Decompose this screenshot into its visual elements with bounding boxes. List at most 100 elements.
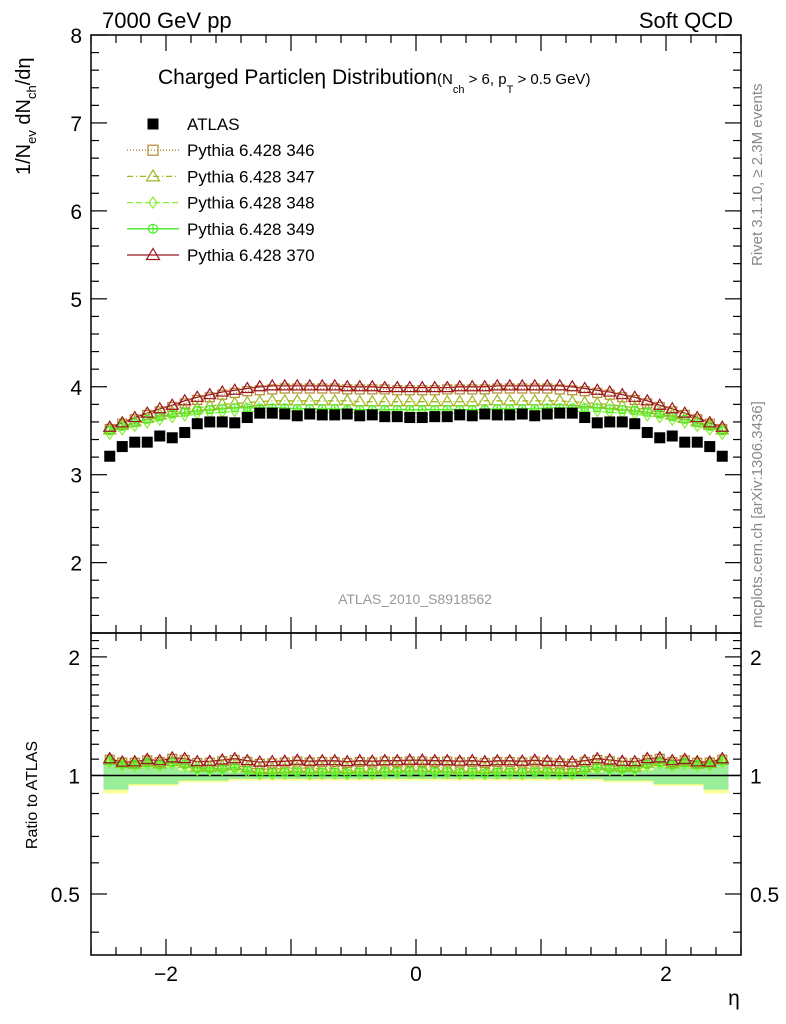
pythia-6-428-349-point (217, 404, 227, 414)
pythia-6-428-370-ratio-point (177, 751, 192, 764)
pythia-6-428-370-ratio-point (640, 751, 655, 764)
ratio-y-tick-label-right: 2 (750, 647, 762, 670)
atlas-point (429, 411, 441, 423)
title-cond-end: > 0.5 GeV) (513, 71, 590, 88)
pythia-6-428-348-ratio-point (293, 767, 302, 780)
pythia-6-428-347-point (290, 393, 305, 406)
pythia-6-428-349-ratio-point (142, 758, 152, 768)
pythia-6-428-348-point (168, 411, 177, 424)
pythia-6-428-370-point (115, 415, 130, 428)
pythia-6-428-370-ratio-line (109, 757, 723, 763)
pythia-6-428-347-ratio-line (109, 759, 723, 771)
pythia-6-428-349-ratio-point (267, 768, 277, 778)
atlas-point (216, 416, 228, 428)
pythia-6-428-349-ratio-point (430, 767, 440, 777)
pythia-6-428-370-ratio-point (540, 754, 555, 766)
atlas-point (104, 450, 116, 462)
pythia-6-428-349-point (580, 403, 590, 413)
pythia-6-428-349-ratio-point (717, 756, 727, 766)
atlas-point (454, 409, 466, 421)
pythia-6-428-348-ratio-point (330, 768, 339, 781)
pythia-6-428-349-ratio-point (505, 767, 515, 777)
legend-label: Pythia 6.428 370 (187, 246, 315, 265)
atlas-point (166, 432, 178, 444)
pythia-6-428-349-ratio-point (242, 765, 252, 775)
pythia-6-428-347-point (352, 394, 367, 407)
pythia-6-428-349-point (630, 405, 640, 416)
pythia-6-428-349-point (617, 405, 627, 415)
pythia-6-428-370-ratio-point (352, 753, 367, 766)
title-cond-sub2: T (507, 84, 514, 96)
legend-marker (148, 196, 158, 210)
pythia-6-428-347-point (502, 393, 517, 406)
ylabel-s1: ev (24, 130, 39, 144)
pythia-6-428-348-ratio-point (630, 764, 639, 777)
pythia-6-428-349-ratio-point (317, 767, 327, 777)
pythia-6-428-349-ratio-point (180, 759, 190, 770)
pythia-6-428-349-ratio-point (442, 767, 452, 777)
pythia-6-428-370-point (702, 415, 717, 428)
pythia-6-428-349-ratio-point (680, 758, 690, 768)
pythia-6-428-348-ratio-point (268, 768, 277, 781)
pythia-6-428-347-point (427, 394, 442, 407)
atlas-point (529, 410, 541, 422)
pythia-6-428-349-point (180, 407, 190, 417)
pythia-6-428-370-point (415, 380, 430, 393)
pythia-6-428-348-ratio-point (718, 756, 727, 769)
legend-label: Pythia 6.428 347 (187, 167, 315, 186)
pythia-6-428-349-ratio-point (580, 765, 590, 775)
pythia-6-428-349-ratio-point (280, 767, 290, 777)
pythia-6-428-347-point (452, 394, 467, 407)
atlas-point (516, 408, 528, 420)
pythia-6-428-348-ratio-point (530, 767, 539, 780)
pythia-6-428-348-ratio-point (443, 767, 452, 780)
atlas-point (654, 432, 666, 444)
atlas-point (154, 430, 166, 442)
pythia-6-428-370-ratio-point (227, 751, 242, 764)
pythia-6-428-370-ratio-point (340, 754, 355, 767)
pythia-6-428-370-point (552, 378, 567, 391)
pythia-6-428-348-ratio-point (105, 756, 114, 769)
atlas-point (291, 410, 303, 422)
pythia-6-428-370-ratio-point (452, 754, 467, 766)
pythia-6-428-348-point (593, 405, 602, 418)
atlas-point (566, 407, 578, 419)
axis-tick-labels: −2 0 2 2 3 4 5 6 7 8 0.5 0.5 1 1 2 2 (51, 25, 779, 986)
pythia-6-428-370-ratio-point (702, 754, 717, 767)
y-tick-label: 4 (70, 377, 82, 400)
pythia-6-428-348-ratio-point (543, 768, 552, 781)
y-tick-label: 2 (70, 553, 82, 576)
legend-label: ATLAS (187, 115, 240, 134)
pythia-6-428-370-point (690, 410, 705, 423)
y-tick-label: 5 (70, 289, 82, 312)
pythia-6-428-348-ratio-point (130, 760, 139, 773)
atlas-point (716, 450, 728, 462)
pythia-6-428-347-point (340, 393, 355, 406)
pythia-6-428-370-ratio-point (415, 753, 430, 765)
pythia-6-428-370-point (227, 383, 242, 395)
pythia-6-428-348-ratio-point (505, 768, 514, 781)
pythia-6-428-370-point (215, 384, 230, 397)
pythia-6-428-348-ratio-point (380, 767, 389, 780)
mcplots-reference-label: mcplots.cern.ch [arXiv:1306.3436] (749, 401, 766, 628)
pythia-6-428-348-point (643, 409, 652, 422)
atlas-point (554, 407, 566, 419)
title-main: Charged Particle (158, 66, 314, 89)
axis-ticks (90, 34, 742, 955)
pythia-6-428-349-point (692, 418, 702, 428)
pythia-6-428-349-ratio-point (517, 768, 527, 778)
pythia-6-428-348-point (655, 411, 664, 424)
pythia-6-428-348-ratio-point (580, 766, 589, 779)
pythia-6-428-370-ratio-point (115, 754, 130, 767)
atlas-point (266, 407, 278, 419)
atlas-point (141, 436, 153, 448)
atlas-point (641, 426, 653, 438)
legend-marker (147, 144, 159, 156)
pythia-6-428-370-point (452, 379, 467, 392)
pythia-6-428-370-ratio-point (315, 753, 330, 766)
atlas-point (404, 412, 416, 424)
pythia-6-428-370-point (677, 405, 692, 418)
pythia-6-428-370-ratio-point (252, 754, 267, 767)
legend-marker (145, 168, 161, 182)
pythia-6-428-349-point (192, 405, 202, 416)
